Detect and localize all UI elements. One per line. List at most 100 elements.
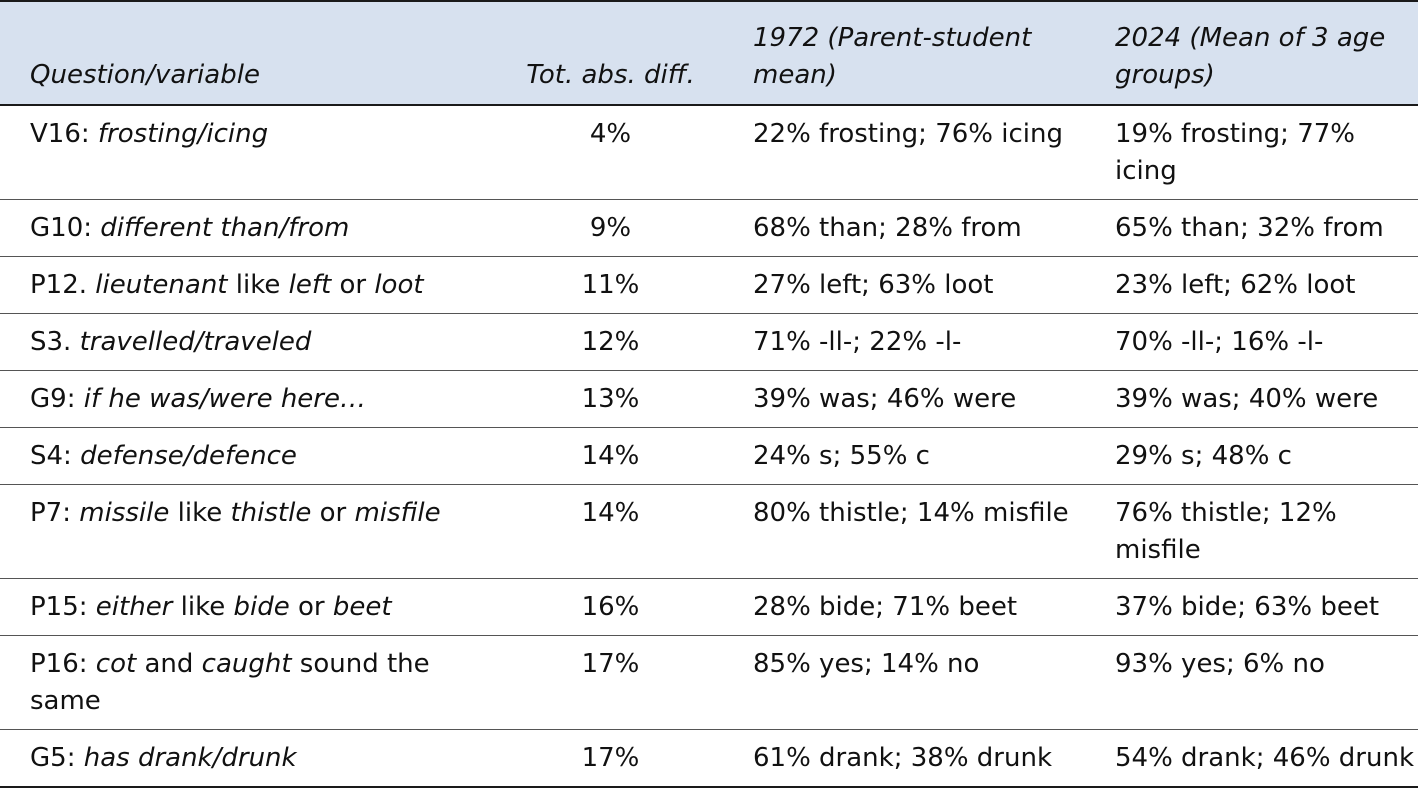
question-id: G5 (30, 743, 67, 773)
question-term: loot (374, 270, 424, 300)
question-term: lieutenant (95, 270, 228, 300)
question-text: like (169, 498, 231, 528)
total-abs-diff-cell: 12% (498, 313, 723, 371)
value-1972-cell: 28% bide; 71% beet (723, 578, 1085, 636)
total-abs-diff-cell: 13% (498, 370, 723, 428)
table-row: G10: different than/from 9% 68% than; 28% … (0, 199, 1418, 257)
value-2024-cell: 54% drank; 46% drunk (1085, 729, 1418, 788)
question-term: has drank/drunk (83, 743, 297, 773)
total-abs-diff-cell: 11% (498, 256, 723, 314)
question-id: P16 (30, 649, 79, 679)
question-cell: V16: frosting/icing (0, 105, 498, 200)
question-cell: P12. lieutenant like left or loot (0, 256, 498, 314)
total-abs-diff-cell: 14% (498, 484, 723, 579)
table-row: G5: has drank/drunk 17% 61% drank; 38% dru… (0, 729, 1418, 788)
total-abs-diff-cell: 16% (498, 578, 723, 636)
value-1972-cell: 61% drank; 38% drunk (723, 729, 1085, 788)
header-1972: 1972 (Parent-student mean) (723, 0, 1085, 106)
value-2024-cell: 93% yes; 6% no (1085, 635, 1418, 730)
question-text: or (311, 498, 355, 528)
question-id: G9 (30, 384, 67, 414)
question-term: caught (201, 649, 292, 679)
question-id: S3 (30, 327, 64, 357)
header-2024: 2024 (Mean of 3 age groups) (1085, 0, 1418, 106)
question-text: like (227, 270, 289, 300)
total-abs-diff-cell: 4% (498, 105, 723, 200)
question-cell: G9: if he was/were here… (0, 370, 498, 428)
value-2024-cell: 76% thistle; 12% misfile (1085, 484, 1418, 579)
table-row: P12. lieutenant like left or loot 11% 27% … (0, 256, 1418, 314)
question-term: left (288, 270, 332, 300)
question-separator: : (62, 498, 80, 528)
header-question: Question/variable (0, 0, 498, 106)
value-2024-cell: 65% than; 32% from (1085, 199, 1418, 257)
header-row: Question/variable Tot. abs. diff. 1972 (… (0, 0, 1418, 106)
table-row: G9: if he was/were here… 13% 39% was; 46% … (0, 370, 1418, 428)
question-term: beet (332, 592, 392, 622)
question-term: missile (79, 498, 170, 528)
question-term: either (95, 592, 173, 622)
question-separator: . (63, 327, 80, 357)
value-2024-cell: 37% bide; 63% beet (1085, 578, 1418, 636)
table-row: V16: frosting/icing 4% 22% frosting; 76% i… (0, 105, 1418, 200)
table-row: S4: defense/defence 14% 24% s; 55% c 29% s;… (0, 427, 1418, 485)
question-cell: S4: defense/defence (0, 427, 498, 485)
header-total-abs-diff: Tot. abs. diff. (498, 0, 723, 106)
question-term: travelled/traveled (79, 327, 312, 357)
table-row: P16: cot and caught sound the same 17% 85%… (0, 635, 1418, 730)
value-1972-cell: 85% yes; 14% no (723, 635, 1085, 730)
question-text: and (136, 649, 202, 679)
value-1972-cell: 68% than; 28% from (723, 199, 1085, 257)
value-1972-cell: 71% -ll-; 22% -l- (723, 313, 1085, 371)
value-1972-cell: 24% s; 55% c (723, 427, 1085, 485)
question-cell: P15: either like bide or beet (0, 578, 498, 636)
question-id: G10 (30, 213, 84, 243)
question-separator: : (63, 441, 81, 471)
value-1972-cell: 27% left; 63% loot (723, 256, 1085, 314)
question-term: bide (233, 592, 290, 622)
value-1972-cell: 22% frosting; 76% icing (723, 105, 1085, 200)
question-cell: G5: has drank/drunk (0, 729, 498, 788)
table-row: P7: missile like thistle or misfile 14% 80… (0, 484, 1418, 579)
value-1972-cell: 80% thistle; 14% misfile (723, 484, 1085, 579)
question-term: frosting/icing (97, 119, 269, 149)
value-1972-cell: 39% was; 46% were (723, 370, 1085, 428)
question-term: different than/from (100, 213, 350, 243)
question-text: or (331, 270, 375, 300)
question-cell: G10: different than/from (0, 199, 498, 257)
question-separator: : (78, 649, 96, 679)
total-abs-diff-cell: 17% (498, 729, 723, 788)
question-term: cot (95, 649, 137, 679)
question-id: P15 (30, 592, 79, 622)
question-term: misfile (354, 498, 441, 528)
question-id: V16 (30, 119, 81, 149)
table-row: S3. travelled/traveled 12% 71% -ll-; 22% -… (0, 313, 1418, 371)
question-cell: P7: missile like thistle or misfile (0, 484, 498, 579)
question-separator: : (80, 119, 98, 149)
question-id: P12 (30, 270, 79, 300)
question-cell: P16: cot and caught sound the same (0, 635, 498, 730)
question-cell: S3. travelled/traveled (0, 313, 498, 371)
value-2024-cell: 70% -ll-; 16% -l- (1085, 313, 1418, 371)
question-separator: : (83, 213, 101, 243)
question-term: thistle (230, 498, 312, 528)
question-text: or (289, 592, 333, 622)
total-abs-diff-cell: 9% (498, 199, 723, 257)
question-separator: : (78, 592, 96, 622)
value-2024-cell: 29% s; 48% c (1085, 427, 1418, 485)
question-separator: . (78, 270, 96, 300)
table-row: P15: either like bide or beet 16% 28% bide… (0, 578, 1418, 636)
value-2024-cell: 19% frosting; 77% icing (1085, 105, 1418, 200)
total-abs-diff-cell: 14% (498, 427, 723, 485)
table-body: V16: frosting/icing 4% 22% frosting; 76% i… (0, 105, 1418, 788)
question-text: like (172, 592, 234, 622)
question-term: defense/defence (80, 441, 297, 471)
value-2024-cell: 23% left; 62% loot (1085, 256, 1418, 314)
question-separator: : (66, 743, 84, 773)
value-2024-cell: 39% was; 40% were (1085, 370, 1418, 428)
total-abs-diff-cell: 17% (498, 635, 723, 730)
question-text: sound the same (30, 649, 430, 716)
question-term: if he was/were here… (83, 384, 366, 414)
question-id: S4 (30, 441, 64, 471)
